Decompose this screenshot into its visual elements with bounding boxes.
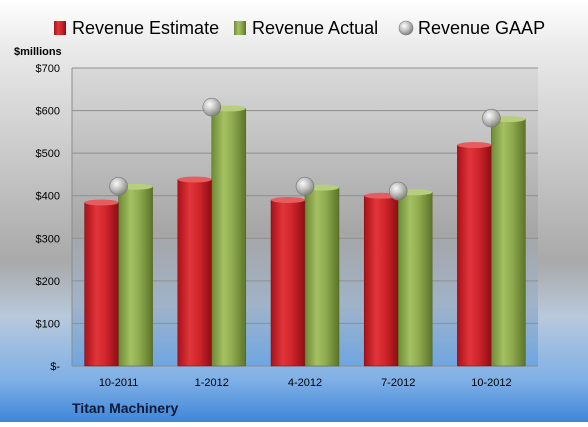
bar-cap-estimate bbox=[84, 199, 119, 206]
bars-group bbox=[84, 105, 526, 367]
y-axis: $- $100 $200 $300 $400 $500 $600 $700 bbox=[36, 63, 73, 373]
y-tick-label: $600 bbox=[36, 106, 60, 118]
marker-revenue-gaap bbox=[202, 97, 222, 117]
x-tick-label: 7-2012 bbox=[381, 377, 415, 389]
legend-swatch-green bbox=[234, 21, 246, 35]
x-tick-label: 10-2011 bbox=[99, 377, 139, 389]
bar-revenue-actual bbox=[211, 108, 247, 367]
bar-revenue-estimate bbox=[457, 144, 492, 367]
bar-revenue-estimate bbox=[270, 199, 306, 367]
y-tick-label: $400 bbox=[36, 191, 60, 203]
y-tick-label: $100 bbox=[36, 318, 60, 330]
legend-label: Revenue Estimate bbox=[72, 18, 219, 38]
y-tick-label: $- bbox=[50, 361, 60, 373]
x-axis: 10-2011 1-2012 4-2012 7-2012 10-2012 bbox=[99, 377, 512, 389]
bar-revenue-estimate bbox=[363, 195, 399, 367]
y-tick-label: $500 bbox=[36, 148, 60, 160]
bar-cap-estimate bbox=[271, 196, 305, 203]
y-tick-label: $700 bbox=[36, 63, 60, 75]
legend-label: Revenue Actual bbox=[252, 18, 378, 38]
legend: Revenue Estimate Revenue Actual Revenue GA… bbox=[54, 18, 545, 38]
legend-swatch-red bbox=[54, 21, 66, 35]
bar-revenue-actual bbox=[491, 118, 526, 367]
marker-revenue-gaap bbox=[295, 177, 315, 196]
x-tick-label: 1-2012 bbox=[195, 377, 229, 389]
gaap-markers-group bbox=[109, 97, 501, 201]
bar-cap-estimate bbox=[177, 176, 212, 183]
y-axis-label: $millions bbox=[14, 46, 62, 58]
marker-revenue-gaap bbox=[388, 181, 408, 201]
bar-revenue-estimate bbox=[84, 202, 119, 367]
marker-revenue-gaap bbox=[482, 108, 501, 128]
bar-revenue-actual bbox=[397, 192, 433, 367]
bar-cap-estimate bbox=[457, 142, 492, 149]
bar-revenue-estimate bbox=[177, 179, 213, 367]
y-tick-label: $300 bbox=[36, 233, 60, 245]
x-tick-label: 4-2012 bbox=[288, 377, 322, 389]
x-tick-label: 10-2012 bbox=[471, 377, 511, 389]
marker-revenue-gaap bbox=[109, 177, 128, 196]
legend-swatch-gaap bbox=[398, 20, 414, 36]
bar-revenue-actual bbox=[304, 187, 340, 367]
y-tick-label: $200 bbox=[36, 276, 60, 288]
legend-label: Revenue GAAP bbox=[418, 18, 545, 38]
bar-revenue-actual bbox=[118, 186, 153, 367]
company-label: Titan Machinery bbox=[72, 400, 179, 416]
